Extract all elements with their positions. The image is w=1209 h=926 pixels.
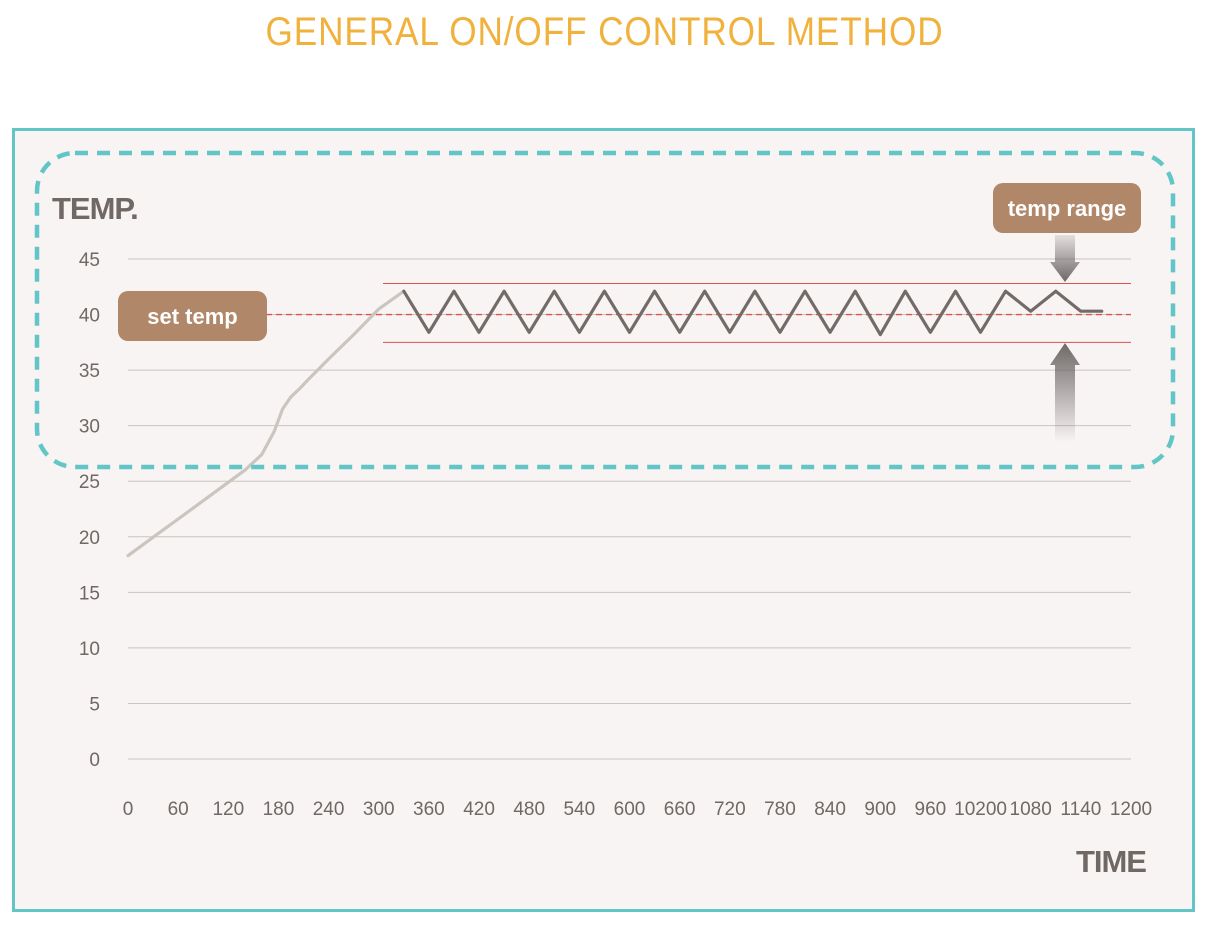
x-tick-label: 960	[915, 799, 947, 820]
temp-range-label-box	[993, 183, 1141, 233]
y-tick-label: 5	[89, 694, 100, 715]
page-title: GENERAL ON/OFF CONTROL METHOD	[265, 10, 944, 54]
y-tick-label: 0	[89, 750, 100, 771]
y-tick-label: 15	[79, 583, 100, 604]
y-tick-label: 25	[79, 472, 100, 493]
y-tick-label: 40	[79, 306, 100, 327]
temp-range-up-arrow	[1050, 343, 1080, 442]
x-tick-label: 420	[463, 799, 495, 820]
temp-range-label: temp range	[1008, 196, 1127, 221]
x-tick-label: 1200	[1110, 799, 1152, 820]
x-tick-label: 540	[563, 799, 595, 820]
x-tick-label: 1080	[1010, 799, 1052, 820]
x-tick-label: 600	[614, 799, 646, 820]
x-tick-label: 720	[714, 799, 746, 820]
y-axis-label: TEMP.	[52, 191, 138, 226]
x-tick-label: 900	[864, 799, 896, 820]
x-tick-label: 0	[123, 799, 134, 820]
x-tick-label: 10200	[954, 799, 1007, 820]
y-tick-label: 10	[79, 639, 100, 660]
y-tick-label: 45	[79, 250, 100, 271]
highlight-region	[34, 150, 1176, 470]
x-tick-label: 300	[363, 799, 395, 820]
heating-curve-line	[126, 289, 406, 558]
x-tick-label: 360	[413, 799, 445, 820]
y-tick-label: 35	[79, 361, 100, 382]
x-tick-label: 120	[212, 799, 244, 820]
x-tick-label: 180	[263, 799, 295, 820]
x-tick-label: 660	[664, 799, 696, 820]
set-temp-label-box	[118, 291, 267, 341]
x-axis-label: TIME	[1076, 844, 1146, 879]
x-tick-label: 840	[814, 799, 846, 820]
x-tick-label: 780	[764, 799, 796, 820]
control-curve-line	[402, 289, 1104, 337]
set-temp-label: set temp	[147, 304, 237, 329]
temp-range-down-arrow	[1050, 235, 1080, 282]
x-tick-label: 60	[168, 799, 189, 820]
y-tick-label: 20	[79, 528, 100, 549]
y-tick-label: 30	[79, 417, 100, 438]
x-tick-label: 1140	[1060, 799, 1101, 820]
x-tick-label: 240	[313, 799, 345, 820]
x-tick-label: 480	[513, 799, 545, 820]
